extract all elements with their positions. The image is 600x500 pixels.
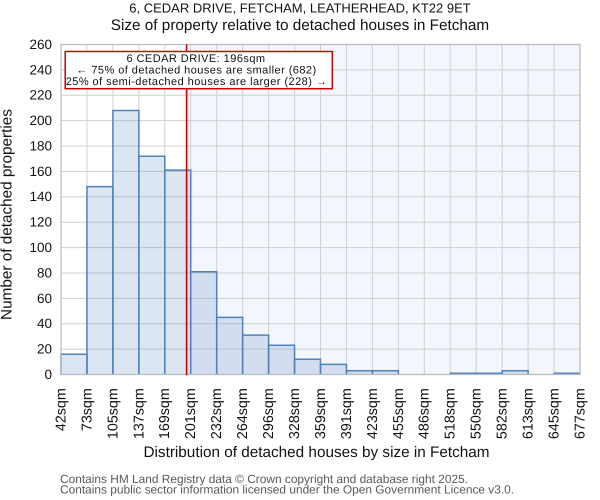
svg-text:Size of property relative to d: Size of property relative to detached ho… <box>111 17 489 34</box>
svg-text:240: 240 <box>29 62 52 77</box>
svg-text:6 CEDAR DRIVE: 196sqm: 6 CEDAR DRIVE: 196sqm <box>126 53 265 65</box>
svg-text:60: 60 <box>37 291 52 306</box>
svg-text:6, CEDAR DRIVE, FETCHAM, LEATH: 6, CEDAR DRIVE, FETCHAM, LEATHERHEAD, KT… <box>129 1 470 16</box>
svg-text:180: 180 <box>29 138 52 153</box>
svg-text:423sqm: 423sqm <box>365 388 381 439</box>
svg-text:← 75% of detached houses are s: ← 75% of detached houses are smaller (68… <box>76 64 316 76</box>
svg-text:201sqm: 201sqm <box>183 388 199 439</box>
svg-text:391sqm: 391sqm <box>339 388 355 439</box>
svg-text:120: 120 <box>29 215 52 230</box>
svg-text:140: 140 <box>29 189 52 204</box>
svg-text:518sqm: 518sqm <box>443 388 459 439</box>
svg-text:Distribution of detached house: Distribution of detached houses by size … <box>143 444 489 461</box>
svg-text:550sqm: 550sqm <box>469 388 485 439</box>
svg-text:296sqm: 296sqm <box>261 388 277 439</box>
svg-text:0: 0 <box>44 367 52 382</box>
svg-text:582sqm: 582sqm <box>495 388 511 439</box>
svg-text:455sqm: 455sqm <box>391 388 407 439</box>
svg-text:645sqm: 645sqm <box>546 388 562 439</box>
svg-text:328sqm: 328sqm <box>287 388 303 439</box>
svg-text:42sqm: 42sqm <box>53 388 69 431</box>
svg-text:220: 220 <box>29 88 52 103</box>
svg-text:160: 160 <box>29 164 52 179</box>
svg-text:359sqm: 359sqm <box>313 388 329 439</box>
svg-text:137sqm: 137sqm <box>131 388 147 439</box>
svg-text:Contains HM Land Registry data: Contains HM Land Registry data © Crown c… <box>60 472 468 486</box>
svg-text:25% of semi-detached houses ar: 25% of semi-detached houses are larger (… <box>66 76 328 88</box>
svg-text:232sqm: 232sqm <box>209 388 225 439</box>
svg-text:200: 200 <box>29 113 52 128</box>
svg-text:80: 80 <box>37 265 52 280</box>
svg-text:Number of detached properties: Number of detached properties <box>0 109 16 320</box>
svg-text:20: 20 <box>37 342 52 357</box>
svg-text:100: 100 <box>29 240 52 255</box>
svg-text:105sqm: 105sqm <box>105 388 121 439</box>
svg-text:613sqm: 613sqm <box>521 388 537 439</box>
svg-text:486sqm: 486sqm <box>417 388 433 439</box>
svg-text:264sqm: 264sqm <box>235 388 251 439</box>
svg-text:677sqm: 677sqm <box>572 388 588 439</box>
svg-text:169sqm: 169sqm <box>157 388 173 439</box>
svg-text:40: 40 <box>37 316 52 331</box>
svg-text:73sqm: 73sqm <box>79 388 95 431</box>
svg-text:260: 260 <box>29 37 52 52</box>
svg-text:Contains public sector informa: Contains public sector information licen… <box>60 483 514 497</box>
